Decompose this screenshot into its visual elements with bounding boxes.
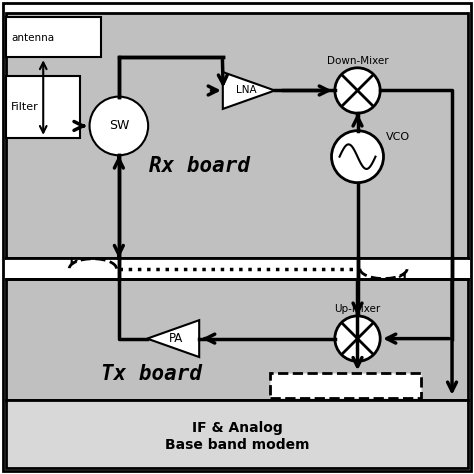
Bar xyxy=(6,76,80,138)
Bar xyxy=(6,279,468,400)
Bar xyxy=(6,400,468,468)
Polygon shape xyxy=(147,320,199,357)
Text: Rx board: Rx board xyxy=(149,156,250,176)
Bar xyxy=(6,258,468,279)
Polygon shape xyxy=(223,72,275,109)
Circle shape xyxy=(90,97,148,155)
Text: LNA: LNA xyxy=(236,85,256,95)
Text: SW: SW xyxy=(109,119,129,132)
Bar xyxy=(6,17,101,57)
Circle shape xyxy=(335,316,380,361)
Bar xyxy=(6,12,468,258)
Text: Down-Mixer: Down-Mixer xyxy=(327,56,388,66)
Text: VCO: VCO xyxy=(386,132,410,142)
Circle shape xyxy=(331,131,383,182)
Text: Filter: Filter xyxy=(11,102,39,112)
Text: Up-Mixer: Up-Mixer xyxy=(334,304,381,314)
Text: Tx board: Tx board xyxy=(101,364,202,384)
Text: antenna: antenna xyxy=(11,33,54,43)
Circle shape xyxy=(335,68,380,113)
Text: IF & Analog
Base band modem: IF & Analog Base band modem xyxy=(165,421,309,452)
Bar xyxy=(270,373,421,398)
Text: PA: PA xyxy=(169,332,183,345)
